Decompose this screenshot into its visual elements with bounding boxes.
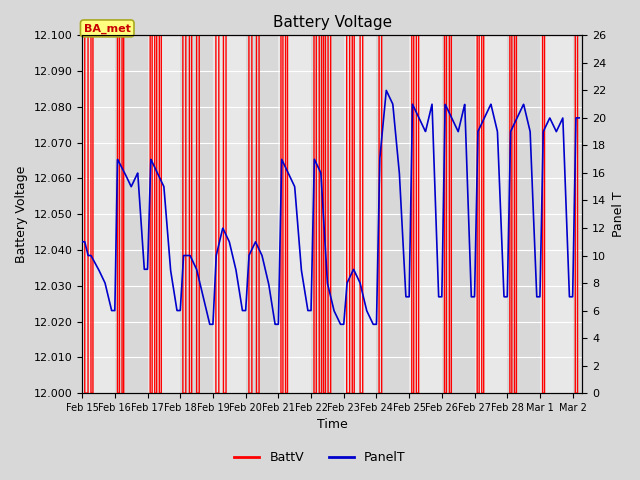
Bar (311, 36, 344, 393)
Bar (573, 36, 605, 393)
Bar (278, 36, 311, 393)
Bar (475, 36, 508, 393)
Bar (376, 36, 409, 393)
Bar (508, 36, 540, 393)
Bar (82, 36, 115, 393)
Bar (246, 36, 278, 393)
Text: BA_met: BA_met (84, 23, 131, 34)
Bar (442, 36, 475, 393)
X-axis label: Time: Time (317, 419, 348, 432)
Bar (115, 36, 148, 393)
Bar (213, 36, 246, 393)
Legend: BattV, PanelT: BattV, PanelT (229, 446, 411, 469)
Bar (180, 36, 213, 393)
Bar (409, 36, 442, 393)
Title: Battery Voltage: Battery Voltage (273, 15, 392, 30)
Y-axis label: Battery Voltage: Battery Voltage (15, 166, 28, 263)
Bar (148, 36, 180, 393)
Bar (344, 36, 376, 393)
Bar (540, 36, 573, 393)
Y-axis label: Panel T: Panel T (612, 192, 625, 237)
